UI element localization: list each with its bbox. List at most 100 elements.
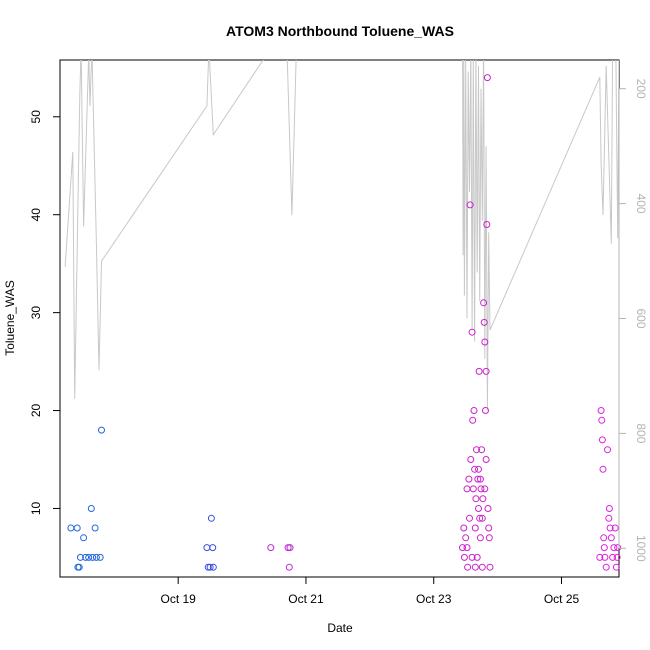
data-point — [459, 544, 466, 552]
data-point — [600, 534, 608, 542]
data-point — [476, 534, 484, 542]
y2-tick-label: 1000 — [634, 535, 648, 562]
data-point — [606, 524, 614, 532]
data-point — [480, 299, 488, 307]
data-point — [85, 553, 93, 561]
data-point — [478, 563, 486, 571]
data-point — [475, 465, 482, 473]
data-point — [203, 544, 211, 552]
x-tick-label: Oct 19 — [161, 592, 197, 606]
data-point — [605, 514, 613, 522]
data-point — [462, 534, 470, 542]
points-layer — [67, 74, 622, 571]
data-point — [464, 563, 472, 571]
data-point — [605, 505, 613, 512]
x-tick-label: Oct 21 — [288, 592, 324, 606]
data-point — [475, 505, 482, 512]
data-point — [73, 524, 81, 532]
data-point — [609, 553, 617, 561]
data-point — [75, 563, 83, 571]
data-point — [612, 563, 620, 571]
data-point — [481, 485, 489, 493]
data-point — [602, 563, 610, 571]
x-axis-label: Date — [327, 621, 353, 635]
y2-tick-label: 800 — [634, 423, 648, 443]
data-point — [207, 514, 215, 522]
data-point — [614, 544, 622, 552]
data-point — [478, 446, 486, 454]
data-point — [607, 534, 615, 542]
data-point — [470, 407, 478, 414]
data-point — [80, 534, 88, 542]
data-point — [469, 416, 477, 424]
data-point — [613, 553, 621, 561]
altitude-line — [64, 60, 619, 411]
y-tick-label: 20 — [29, 404, 43, 418]
data-point — [598, 436, 606, 444]
y-axis: 10 20 30 40 50 — [29, 110, 61, 515]
data-point — [91, 524, 99, 532]
data-point — [267, 544, 275, 552]
data-point — [284, 544, 292, 552]
data-point — [463, 485, 471, 493]
data-point — [465, 475, 473, 483]
data-point — [483, 221, 491, 228]
data-point — [472, 495, 480, 503]
y2-tick-label: 600 — [634, 308, 648, 328]
data-point — [473, 446, 480, 454]
data-point — [471, 563, 479, 571]
data-point — [468, 328, 476, 336]
y-tick-label: 30 — [29, 306, 43, 320]
data-point — [481, 338, 489, 346]
data-point — [601, 553, 609, 561]
data-point — [598, 416, 606, 424]
x-tick-label: Oct 25 — [544, 592, 580, 606]
data-point — [596, 553, 604, 561]
data-point — [477, 485, 485, 493]
data-point — [479, 495, 487, 503]
y-axis-label: Toluene_WAS — [3, 280, 17, 356]
altitude-line-layer — [64, 60, 619, 411]
data-point — [600, 544, 608, 552]
data-point — [67, 524, 75, 532]
data-point — [480, 318, 488, 326]
chart-title: ATOM3 Northbound Toluene_WAS — [226, 23, 454, 39]
data-point — [611, 524, 619, 532]
data-point — [610, 544, 618, 552]
data-point — [476, 514, 484, 522]
data-point — [89, 553, 97, 561]
data-point — [82, 553, 90, 561]
data-point — [483, 74, 491, 82]
data-point — [484, 505, 492, 512]
data-point — [92, 553, 100, 561]
data-point — [471, 465, 479, 473]
data-point — [471, 524, 479, 532]
data-point — [485, 524, 493, 532]
data-point — [466, 514, 473, 522]
data-point — [485, 534, 493, 542]
data-point — [285, 563, 293, 571]
x-axis: Oct 19 Oct 21 Oct 23 Oct 25 — [161, 576, 580, 606]
data-point — [98, 426, 105, 434]
data-point — [466, 201, 474, 209]
data-point — [206, 563, 214, 571]
data-point — [482, 456, 490, 463]
data-point — [482, 367, 490, 375]
data-point — [478, 514, 486, 522]
y2-tick-label: 400 — [634, 194, 648, 214]
data-point — [76, 553, 84, 561]
plot-frame — [59, 59, 620, 578]
data-point — [467, 456, 475, 463]
data-point — [604, 446, 611, 454]
data-point — [473, 553, 481, 561]
x-tick-label: Oct 23 — [416, 592, 452, 606]
data-point — [96, 553, 104, 561]
data-point — [476, 475, 484, 483]
data-point — [209, 544, 217, 552]
right-altitude-axis: 200 400 600 800 1000 — [618, 79, 648, 562]
data-point — [599, 465, 607, 473]
data-point — [87, 505, 95, 512]
data-point — [482, 407, 489, 414]
data-point — [597, 407, 605, 414]
data-point — [209, 563, 217, 571]
